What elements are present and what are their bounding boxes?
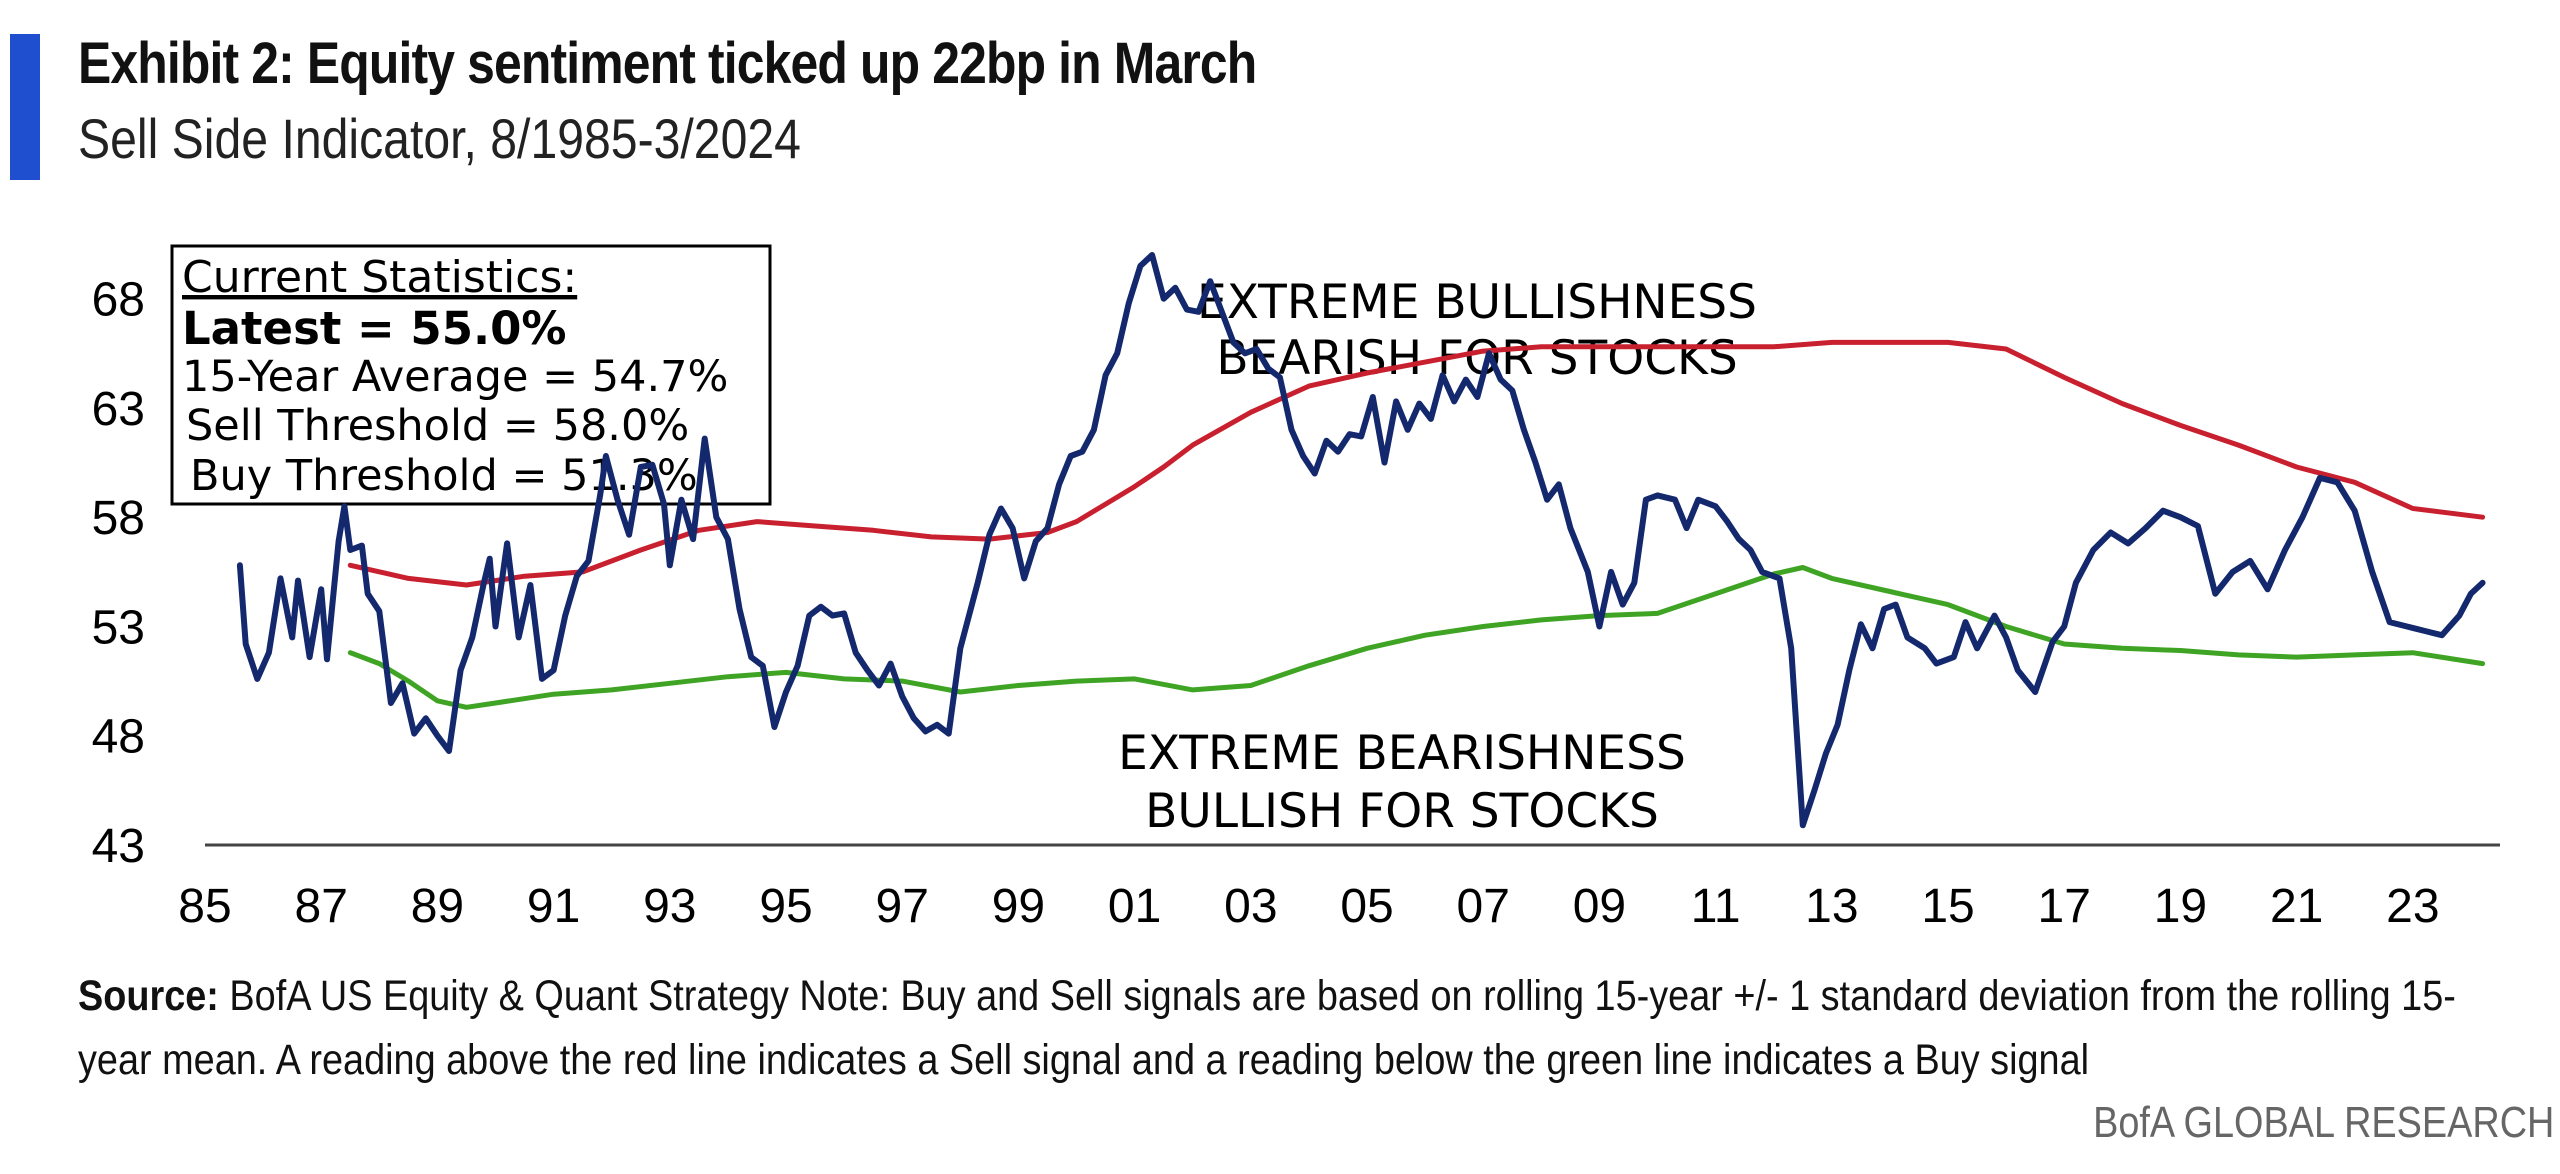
- x-tick-label: 95: [759, 880, 812, 933]
- x-tick-label: 85: [178, 880, 231, 933]
- x-tick-label: 11: [1691, 880, 1741, 933]
- x-tick-label: 05: [1340, 880, 1393, 933]
- y-tick-label: 63: [92, 383, 145, 436]
- x-tick-label: 19: [2154, 880, 2207, 933]
- y-tick-label: 53: [92, 601, 145, 654]
- annotation-bullish: EXTREME BULLISHNESS BEARISH FOR STOCKS: [1197, 275, 1757, 386]
- annotation-bearish-line1: EXTREME BEARISHNESS: [1118, 726, 1686, 781]
- x-tick-label: 21: [2270, 880, 2323, 933]
- x-tick-label: 15: [1921, 880, 1974, 933]
- source-note: Source: BofA US Equity & Quant Strategy …: [78, 964, 2524, 1092]
- chart-area: Current Statistics: Latest = 55.0% 15-Ye…: [92, 244, 2500, 933]
- y-tick-label: 58: [92, 492, 145, 545]
- accent-bar: [10, 34, 40, 180]
- statistics-latest: Latest = 55.0%: [182, 302, 567, 355]
- source-text: BofA US Equity & Quant Strategy Note: Bu…: [78, 972, 2456, 1084]
- statistics-box-frame: [170, 244, 772, 506]
- brand-label: BofA GLOBAL RESEARCH: [2092, 1098, 2554, 1147]
- x-tick-label: 01: [1108, 880, 1161, 933]
- y-tick-label: 43: [92, 820, 145, 873]
- statistics-box: Current Statistics: Latest = 55.0% 15-Ye…: [170, 244, 772, 506]
- source-label: Source:: [78, 972, 219, 1020]
- x-tick-label: 17: [2038, 880, 2091, 933]
- x-tick-label: 07: [1457, 880, 1510, 933]
- sell-side-indicator-line: [236, 252, 2486, 829]
- chart-subtitle: Sell Side Indicator, 8/1985-3/2024: [78, 107, 801, 170]
- x-tick-label: 93: [643, 880, 696, 933]
- buy-threshold-line: [347, 565, 2486, 710]
- statistics-sell-threshold: Sell Threshold = 58.0%: [186, 401, 689, 451]
- x-tick-label: 89: [411, 880, 464, 933]
- axes: 43 48 53 58 63 68 85 87 89 91 93 95 97 99 01 03 05 07 09 11…: [92, 274, 2500, 933]
- x-tick-label: 09: [1573, 880, 1626, 933]
- annotation-bearish: EXTREME BEARISHNESS BULLISH FOR STOCKS: [1118, 726, 1686, 839]
- x-tick-label: 87: [295, 880, 348, 933]
- annotation-bullish-line2: BEARISH FOR STOCKS: [1216, 331, 1737, 386]
- sell-threshold-line: [347, 339, 2486, 588]
- statistics-average: 15-Year Average = 54.7%: [182, 352, 728, 402]
- x-tick-label: 91: [527, 880, 580, 933]
- statistics-buy-threshold: Buy Threshold = 51.3%: [190, 451, 698, 501]
- y-tick-label: 68: [92, 274, 145, 327]
- x-tick-label: 97: [876, 880, 929, 933]
- x-tick-label: 23: [2386, 880, 2439, 933]
- series-layer: [236, 252, 2486, 829]
- statistics-heading: Current Statistics:: [182, 252, 577, 303]
- y-tick-label: 48: [92, 711, 145, 764]
- x-tick-label: 13: [1805, 880, 1858, 933]
- annotation-bearish-line2: BULLISH FOR STOCKS: [1145, 784, 1659, 839]
- x-tick-label: 03: [1224, 880, 1277, 933]
- x-tick-label: 99: [992, 880, 1045, 933]
- chart-title: Exhibit 2: Equity sentiment ticked up 22…: [78, 31, 1257, 96]
- annotation-bullish-line1: EXTREME BULLISHNESS: [1197, 275, 1757, 330]
